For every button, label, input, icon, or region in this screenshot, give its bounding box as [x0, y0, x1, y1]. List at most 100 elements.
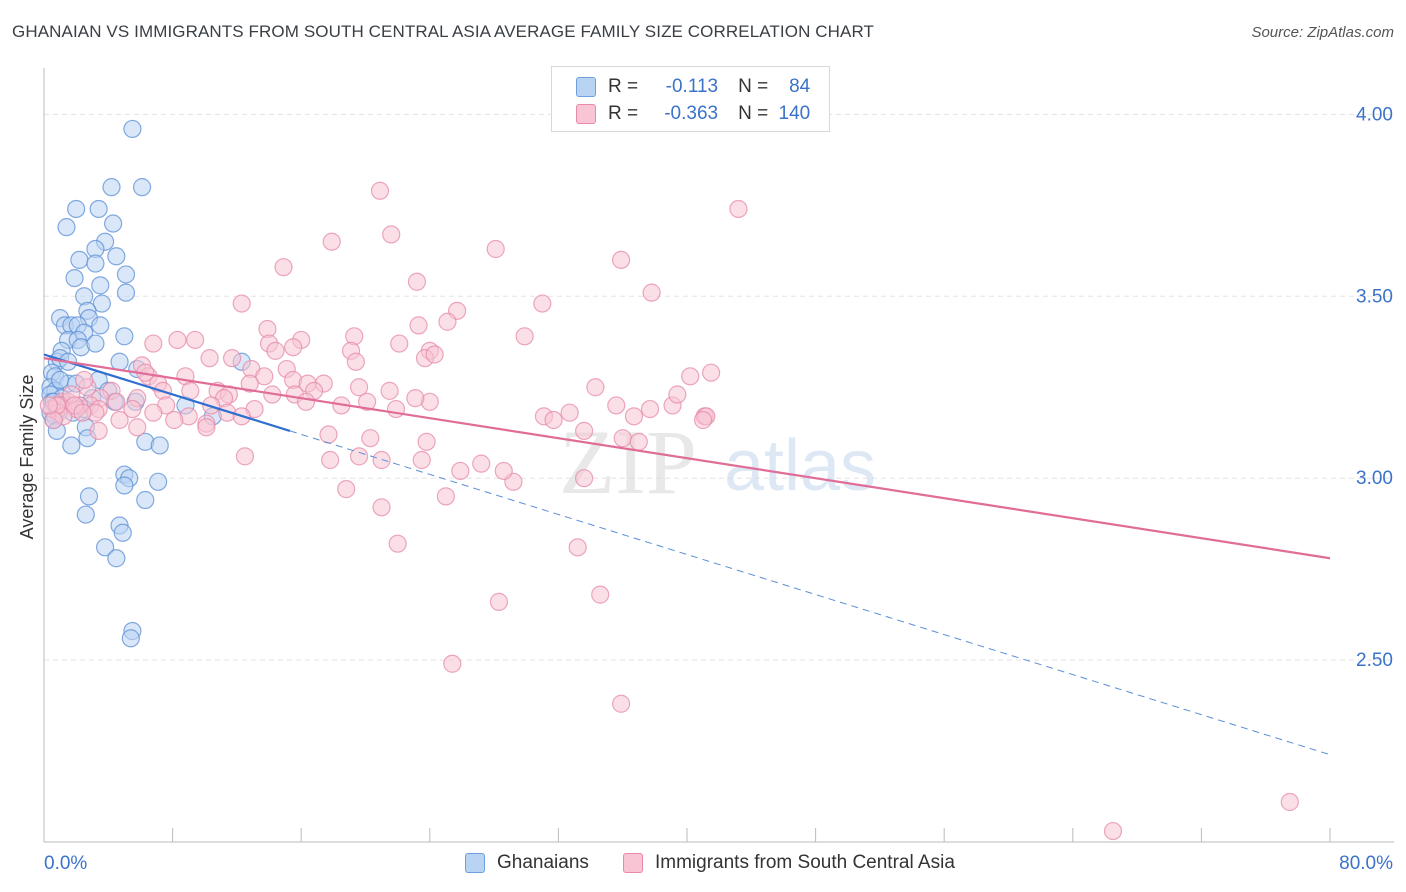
legend-n-value-immigrants: 140 — [778, 103, 811, 124]
point-immigrants — [168, 330, 187, 350]
point-immigrants — [144, 403, 163, 422]
point-immigrants — [472, 454, 491, 473]
point-immigrants — [107, 392, 126, 411]
point-ghanaians — [67, 199, 86, 219]
point-immigrants — [586, 378, 605, 397]
point-ghanaians — [95, 538, 115, 557]
x-tick-label-min: 0.0% — [44, 853, 87, 874]
y-tick-label: 3.00 — [1356, 468, 1393, 489]
point-immigrants — [681, 367, 700, 386]
point-ghanaians — [65, 268, 84, 288]
gridlines — [44, 113, 1394, 661]
point-immigrants — [425, 345, 444, 364]
legend-row-ghanaians: R = -0.113 N = 84 — [576, 75, 810, 99]
series-legend-immigrants: Immigrants from South Central Asia — [623, 852, 955, 874]
axes — [43, 68, 1394, 843]
point-immigrants — [489, 592, 509, 611]
point-immigrants — [181, 381, 200, 400]
trendline-ghanaians — [43, 353, 291, 432]
point-immigrants — [388, 534, 407, 553]
point-ghanaians — [91, 276, 110, 295]
point-immigrants — [240, 374, 259, 393]
point-immigrants — [39, 396, 58, 415]
point-immigrants — [358, 392, 377, 411]
watermark-atlas: atlas — [724, 426, 876, 506]
point-immigrants — [1103, 821, 1123, 841]
series-swatch-ghanaians — [465, 853, 485, 873]
point-immigrants — [337, 480, 356, 499]
point-ghanaians — [86, 254, 105, 273]
axis-labels: 2.50 3.00 3.50 4.00 0.0% 80.0% Average Family … — [17, 104, 1393, 874]
correlation-legend: R = -0.113 N = 84 R = -0.363 N = 140 — [551, 66, 830, 132]
point-immigrants — [346, 352, 365, 371]
point-immigrants — [232, 294, 251, 313]
point-immigrants — [321, 450, 340, 470]
watermark: ZIP atlas — [559, 411, 876, 513]
point-immigrants — [382, 225, 401, 244]
point-ghanaians — [113, 523, 132, 542]
series-immigrants-points — [39, 181, 1299, 841]
point-ghanaians — [86, 334, 105, 353]
chart-title: GHANAIAN VS IMMIGRANTS FROM SOUTH CENTRA… — [12, 22, 875, 41]
point-immigrants — [73, 403, 92, 422]
point-immigrants — [729, 199, 748, 219]
trendline-immigrants — [43, 357, 1331, 560]
point-immigrants — [110, 410, 129, 430]
point-ghanaians — [91, 316, 110, 335]
point-immigrants — [443, 654, 462, 673]
series-swatch-immigrants — [623, 853, 643, 873]
point-immigrants — [386, 399, 406, 419]
point-ghanaians — [57, 218, 76, 237]
point-ghanaians — [115, 476, 134, 495]
point-immigrants — [370, 181, 390, 200]
point-ghanaians — [136, 490, 155, 510]
point-immigrants — [494, 461, 513, 481]
point-immigrants — [372, 498, 391, 517]
point-immigrants — [607, 396, 626, 415]
series-legend-ghanaians: Ghanaians — [465, 852, 589, 874]
point-immigrants — [407, 272, 427, 291]
point-ghanaians — [123, 119, 142, 139]
series-legend-label-ghanaians: Ghanaians — [497, 852, 589, 873]
point-ghanaians — [104, 214, 123, 233]
point-immigrants — [197, 418, 216, 437]
legend-r-value-ghanaians: -0.113 — [665, 76, 719, 97]
point-immigrants — [75, 370, 94, 390]
point-immigrants — [1280, 792, 1299, 812]
point-immigrants — [222, 349, 242, 368]
point-immigrants — [560, 403, 579, 422]
y-tick-label: 4.00 — [1356, 104, 1393, 125]
legend-row-immigrants: R = -0.363 N = 140 — [576, 102, 810, 126]
point-immigrants — [406, 389, 425, 408]
y-tick-label: 2.50 — [1356, 650, 1393, 671]
point-immigrants — [575, 469, 594, 488]
point-immigrants — [349, 447, 369, 466]
point-immigrants — [390, 334, 409, 353]
legend-n-value-ghanaians: 84 — [789, 76, 811, 97]
point-immigrants — [255, 367, 274, 386]
point-immigrants — [486, 239, 505, 259]
point-immigrants — [544, 410, 563, 430]
point-ghanaians — [110, 352, 129, 371]
y-tick-label: 3.50 — [1356, 286, 1393, 307]
point-immigrants — [186, 330, 205, 350]
point-immigrants — [611, 694, 631, 713]
point-ghanaians — [102, 178, 121, 197]
point-ghanaians — [107, 247, 126, 266]
point-immigrants — [515, 327, 534, 346]
x-tick-label-max: 80.0% — [1339, 853, 1393, 874]
point-immigrants — [322, 232, 341, 251]
point-immigrants — [642, 283, 661, 302]
point-immigrants — [380, 381, 399, 400]
point-immigrants — [349, 378, 369, 397]
point-ghanaians — [150, 436, 169, 455]
point-immigrants — [372, 450, 391, 470]
point-immigrants — [451, 461, 470, 481]
legend-r-label: R = — [608, 76, 639, 97]
point-immigrants — [266, 341, 285, 360]
legend-n-label: N = — [738, 103, 769, 124]
point-ghanaians — [132, 178, 152, 197]
point-ghanaians — [50, 370, 70, 390]
point-immigrants — [200, 349, 219, 368]
